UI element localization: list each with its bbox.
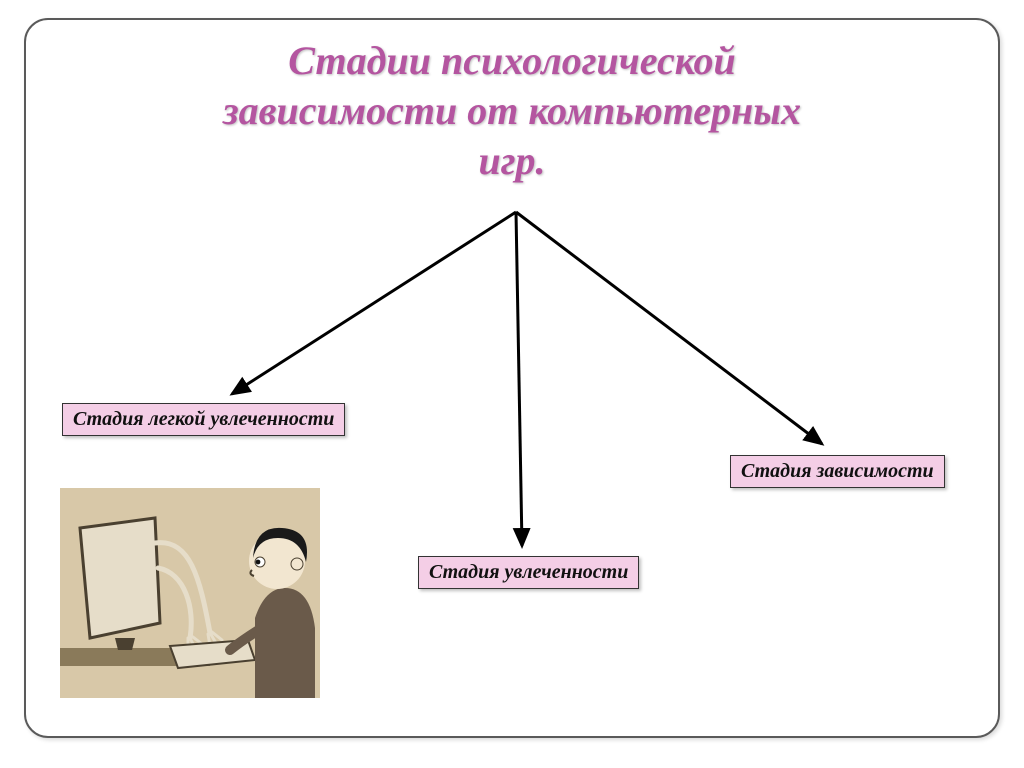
title-line-2: зависимости от компьютерных — [223, 88, 801, 133]
stage-addiction: Стадия зависимости — [730, 455, 945, 488]
stage-light-passion: Стадия легкой увлеченности — [62, 403, 345, 436]
illustration-svg — [60, 488, 320, 698]
illustration-computer-addiction — [60, 488, 320, 698]
slide-title: Стадии психологической зависимости от ко… — [60, 36, 964, 186]
stage-passion: Стадия увлеченности — [418, 556, 639, 589]
stage-light-passion-label: Стадия легкой увлеченности — [73, 408, 334, 430]
title-line-3: игр. — [478, 138, 545, 183]
title-line-1: Стадии психологической — [288, 38, 735, 83]
stage-addiction-label: Стадия зависимости — [741, 460, 934, 482]
stage-passion-label: Стадия увлеченности — [429, 561, 628, 583]
